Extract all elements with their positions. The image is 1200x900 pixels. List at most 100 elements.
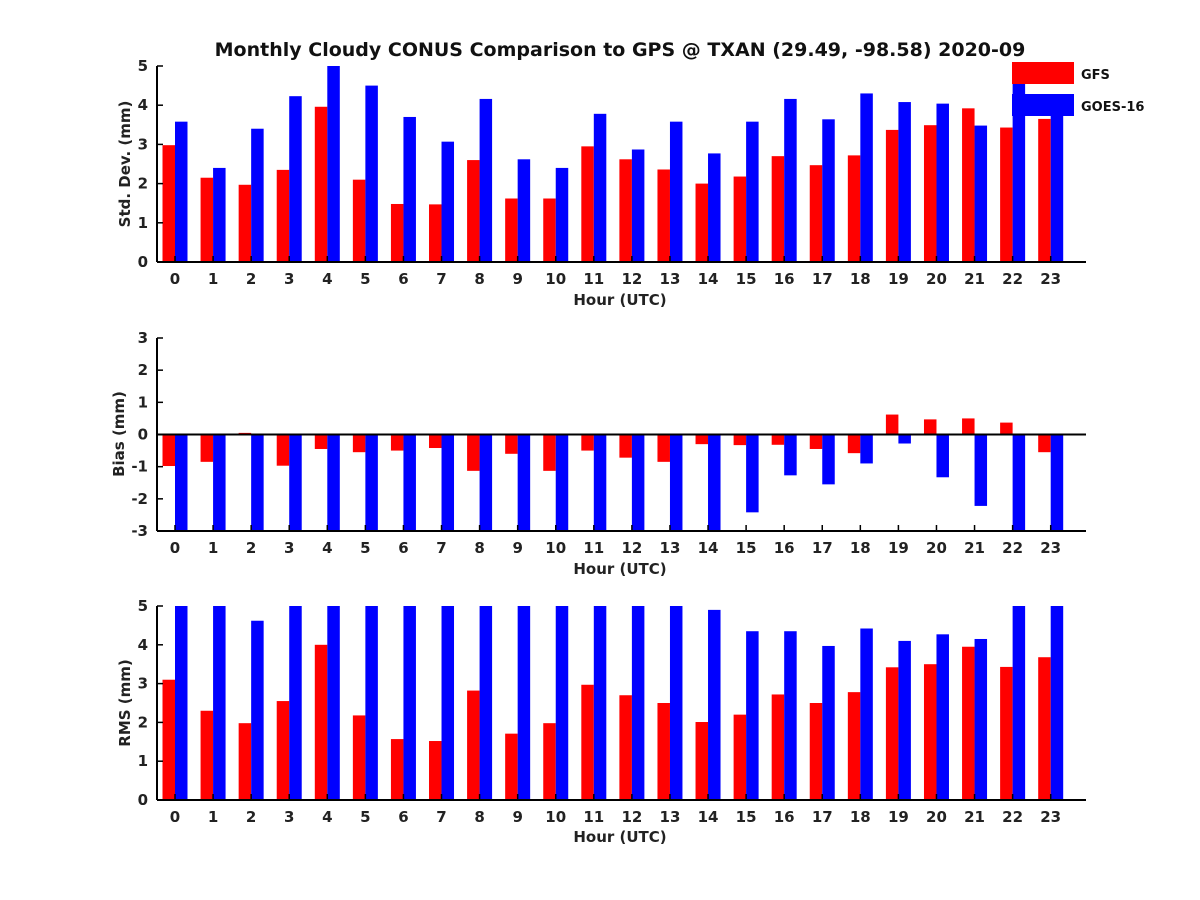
- bar-gfs-rms-hour-17: [809, 703, 823, 800]
- bar-gfs-bias-hour-13: [657, 434, 670, 462]
- x-tick-label-rms: 8: [474, 808, 484, 826]
- x-tick-label-std-dev: 4: [322, 270, 332, 288]
- x-tick-label-std-dev: 3: [284, 270, 294, 288]
- bar-gfs-std-dev-hour-10: [543, 198, 556, 262]
- x-tick-label-bias: 9: [512, 539, 522, 557]
- bar-gfs-std-dev-hour-22: [1000, 127, 1013, 262]
- x-tick-label-rms: 20: [926, 808, 947, 826]
- bar-goes16-rms-hour-3: [289, 606, 302, 800]
- x-tick-label-rms: 19: [888, 808, 909, 826]
- bar-gfs-bias-hour-9: [505, 434, 518, 454]
- bar-gfs-std-dev-hour-18: [847, 155, 861, 262]
- bar-goes16-bias-hour-8: [479, 434, 493, 531]
- bar-gfs-bias-hour-5: [352, 434, 366, 453]
- bar-goes16-std-dev-hour-2: [251, 128, 264, 262]
- bar-goes16-bias-hour-15: [746, 434, 759, 513]
- bar-goes16-std-dev-hour-9: [517, 159, 531, 262]
- bar-goes16-bias-hour-18: [860, 434, 873, 464]
- x-tick-label-std-dev: 13: [660, 270, 681, 288]
- x-tick-label-std-dev: 21: [964, 270, 985, 288]
- y-tick-label-rms: 1: [138, 752, 148, 770]
- bar-gfs-rms-hour-21: [962, 646, 975, 800]
- bar-gfs-rms-hour-14: [695, 722, 709, 800]
- x-tick-label-bias: 15: [736, 539, 757, 557]
- bar-gfs-bias-hour-11: [581, 434, 594, 451]
- bar-goes16-rms-hour-22: [1012, 606, 1026, 800]
- bar-goes16-rms-hour-7: [441, 606, 455, 800]
- x-tick-label-rms: 18: [850, 808, 871, 826]
- bar-gfs-rms-hour-22: [1000, 666, 1013, 800]
- bar-gfs-std-dev-hour-6: [390, 203, 404, 262]
- y-tick-label-std-dev: 1: [138, 214, 148, 232]
- bar-goes16-std-dev-hour-19: [898, 102, 911, 262]
- x-tick-label-bias: 20: [926, 539, 947, 557]
- x-tick-label-bias: 11: [583, 539, 604, 557]
- legend: GFS GOES-16: [1012, 62, 1144, 116]
- bar-goes16-bias-hour-10: [555, 434, 569, 531]
- bar-gfs-bias-hour-7: [429, 434, 442, 449]
- bar-goes16-rms-hour-10: [555, 606, 569, 800]
- bar-goes16-rms-hour-1: [213, 606, 226, 800]
- bar-gfs-bias-hour-0: [162, 434, 175, 467]
- x-tick-label-std-dev: 0: [170, 270, 180, 288]
- bar-gfs-rms-hour-4: [314, 644, 328, 800]
- bar-goes16-std-dev-hour-10: [555, 167, 569, 262]
- x-tick-label-std-dev: 9: [512, 270, 522, 288]
- bar-gfs-std-dev-hour-13: [657, 169, 670, 262]
- bar-goes16-std-dev-hour-7: [441, 141, 455, 262]
- bar-goes16-std-dev-hour-21: [974, 125, 988, 262]
- bar-gfs-std-dev-hour-2: [238, 184, 252, 262]
- bar-goes16-rms-hour-14: [708, 609, 721, 800]
- x-tick-label-rms: 13: [660, 808, 681, 826]
- bar-gfs-bias-hour-19: [885, 414, 899, 435]
- bar-goes16-std-dev-hour-15: [746, 121, 759, 262]
- bar-goes16-bias-hour-13: [669, 434, 683, 531]
- bar-goes16-bias-hour-14: [708, 434, 721, 531]
- y-tick-label-bias: 2: [138, 361, 148, 379]
- x-tick-label-rms: 23: [1040, 808, 1061, 826]
- bar-goes16-rms-hour-0: [175, 606, 188, 800]
- x-tick-label-rms: 7: [436, 808, 446, 826]
- x-tick-label-rms: 21: [964, 808, 985, 826]
- bar-goes16-rms-hour-5: [365, 606, 378, 800]
- bar-goes16-rms-hour-20: [936, 634, 949, 800]
- bar-goes16-rms-hour-17: [822, 645, 835, 800]
- y-axis-label-rms: RMS (mm): [116, 659, 134, 746]
- x-tick-label-bias: 14: [698, 539, 719, 557]
- bar-gfs-bias-hour-17: [809, 434, 823, 449]
- bar-gfs-rms-hour-5: [352, 715, 366, 800]
- x-axis-label-bias: Hour (UTC): [573, 560, 666, 578]
- x-tick-label-rms: 9: [512, 808, 522, 826]
- y-tick-label-std-dev: 5: [138, 57, 148, 75]
- x-tick-label-bias: 7: [436, 539, 446, 557]
- bar-gfs-bias-hour-4: [314, 434, 328, 449]
- bar-goes16-std-dev-hour-17: [822, 119, 835, 262]
- x-tick-label-rms: 6: [398, 808, 408, 826]
- y-axis-label-std-dev: Std. Dev. (mm): [116, 101, 134, 228]
- x-tick-label-std-dev: 22: [1002, 270, 1023, 288]
- bar-gfs-bias-hour-23: [1038, 434, 1051, 453]
- y-tick-label-bias: 1: [138, 393, 148, 411]
- bar-goes16-std-dev-hour-5: [365, 85, 378, 262]
- y-tick-label-bias: -3: [131, 522, 148, 540]
- legend-label-gfs: GFS: [1081, 68, 1110, 83]
- x-tick-label-std-dev: 2: [246, 270, 256, 288]
- bar-gfs-bias-hour-10: [543, 434, 556, 471]
- x-tick-label-rms: 2: [246, 808, 256, 826]
- y-tick-label-rms: 3: [138, 675, 148, 693]
- bar-gfs-std-dev-hour-12: [619, 159, 632, 262]
- y-tick-label-rms: 5: [138, 597, 148, 615]
- x-tick-label-std-dev: 14: [698, 270, 719, 288]
- x-tick-label-bias: 6: [398, 539, 408, 557]
- bar-goes16-bias-hour-23: [1050, 434, 1064, 531]
- legend-swatch-gfs: [1012, 62, 1074, 84]
- bar-gfs-rms-hour-13: [657, 703, 670, 800]
- bar-goes16-bias-hour-1: [213, 434, 226, 531]
- x-tick-label-bias: 22: [1002, 539, 1023, 557]
- bar-gfs-std-dev-hour-9: [505, 198, 518, 262]
- bar-goes16-bias-hour-17: [822, 434, 835, 485]
- bar-gfs-rms-hour-1: [200, 710, 214, 800]
- x-tick-label-rms: 10: [545, 808, 566, 826]
